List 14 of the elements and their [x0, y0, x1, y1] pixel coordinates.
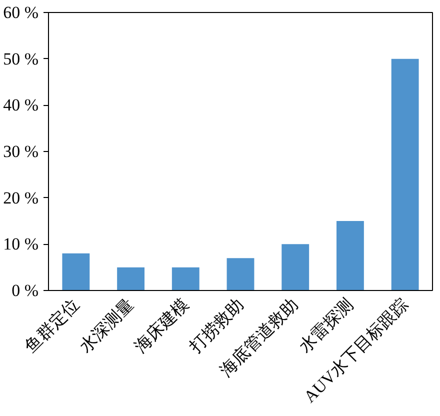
y-tick-label: 20 % — [3, 188, 39, 208]
y-tick-label: 10 % — [3, 234, 39, 254]
y-tick-label: 40 % — [3, 96, 39, 115]
y-tick-label: 0 % — [12, 281, 39, 300]
bar — [226, 258, 254, 290]
bar — [336, 221, 364, 290]
bar — [282, 244, 310, 290]
bar — [172, 267, 200, 290]
bar — [62, 253, 90, 290]
bar — [117, 267, 144, 290]
y-tick-label: 60 % — [3, 3, 39, 22]
bar — [391, 58, 419, 290]
y-tick-label: 50 % — [3, 49, 39, 68]
y-tick-label: 30 % — [3, 142, 39, 161]
